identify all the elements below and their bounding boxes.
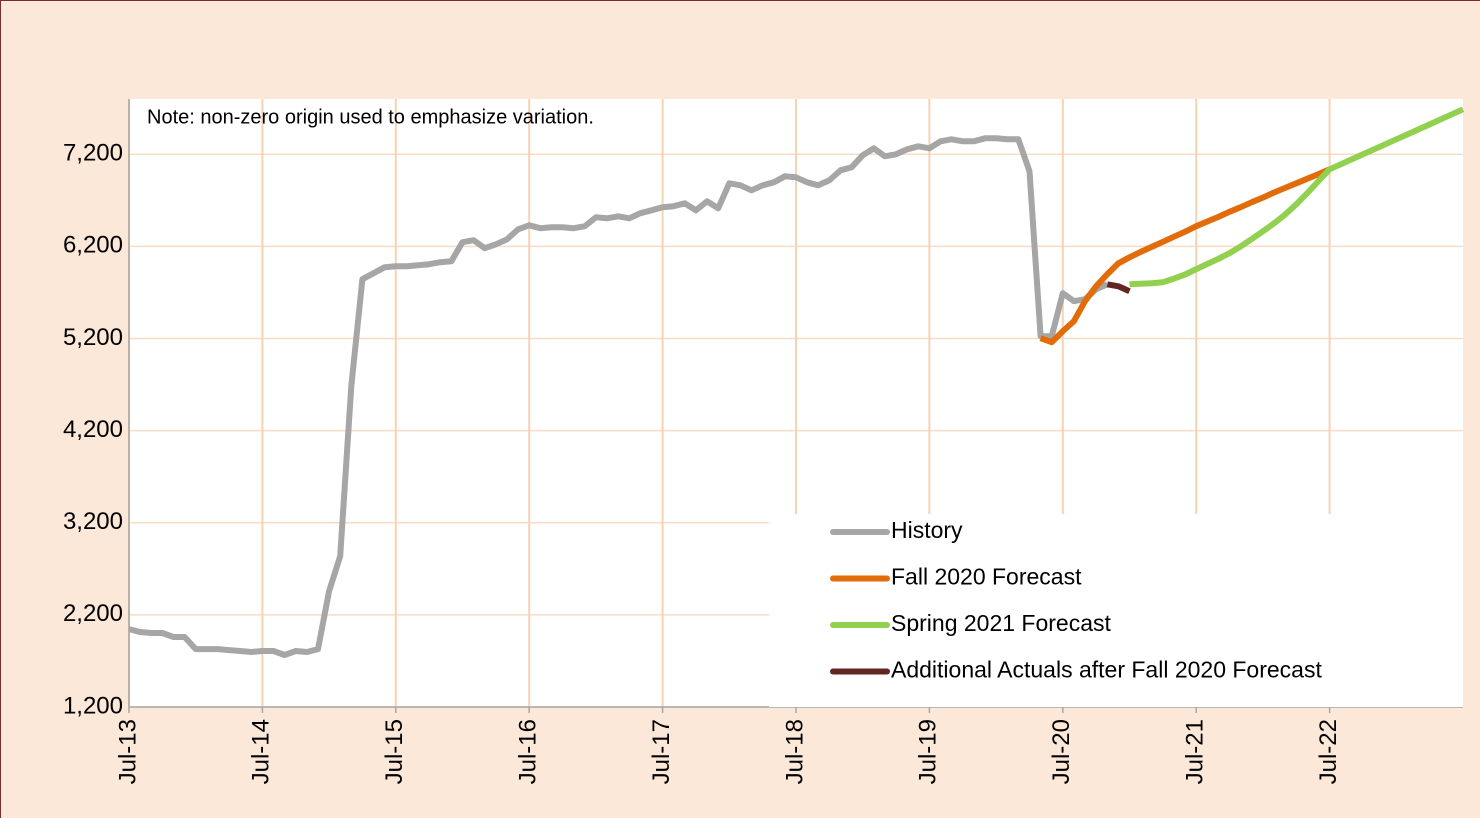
y-tick-label: 7,200 [63,140,123,167]
x-tick-label: Jul-15 [381,719,408,784]
legend-label: Spring 2021 Forecast [891,610,1112,636]
y-tick-label: 4,200 [63,416,123,443]
series-line [1106,281,1131,294]
x-tick-label: Jul-21 [1182,719,1209,784]
x-tick-label: Jul-18 [781,719,808,784]
x-tick-label: Jul-22 [1315,719,1342,784]
y-tick-label: 3,200 [63,508,123,535]
x-tick-label: Jul-16 [515,719,542,784]
y-tick-label: 6,200 [63,232,123,259]
legend-label: Fall 2020 Forecast [891,564,1082,590]
y-tick-label: 5,200 [63,324,123,351]
series-line [1129,106,1465,288]
legend-box [769,514,1463,707]
y-tick-label: 2,200 [63,600,123,627]
x-tick-label: Jul-13 [114,719,141,784]
legend-label: Additional Actuals after Fall 2020 Forec… [891,657,1322,683]
x-tick-label: Jul-17 [648,719,675,784]
series-line [1039,166,1331,346]
x-tick-label: Jul-20 [1048,719,1075,784]
note: Note: non-zero origin used to emphasize … [147,106,594,128]
series-line [128,135,1109,658]
x-tick-label: Jul-14 [248,719,275,784]
legend-label: History [891,517,963,543]
y-tick-label: 1,200 [63,692,123,719]
x-tick-label: Jul-19 [915,719,942,784]
